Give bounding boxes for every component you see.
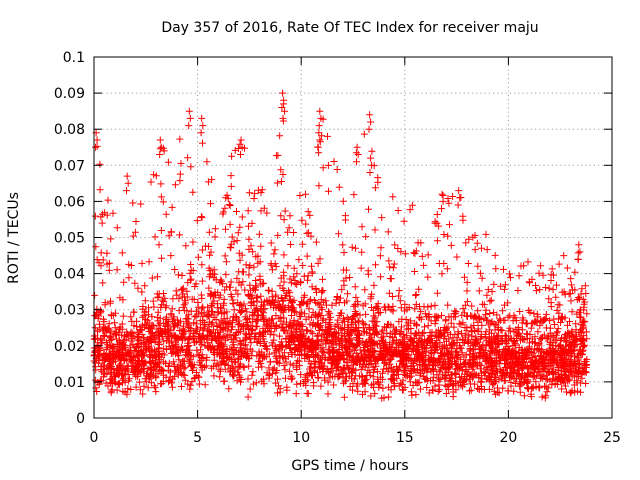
y-tick-label: 0.05 [54,231,85,247]
data-point-group [92,89,584,263]
y-tick-label: 0.1 [63,50,85,66]
y-tick-label: 0 [76,411,85,427]
data-point-group [90,147,590,402]
x-tick-label: 20 [499,430,517,446]
y-tick-label: 0.09 [54,86,85,102]
tick-labels: 0 0.01 0.02 0.03 0.04 0.05 0.06 0.07 0.08 0.09 0.1… [54,50,621,446]
y-tick-label: 0.03 [54,303,85,319]
x-tick-label: 10 [292,430,310,446]
axes-frame [93,56,613,419]
x-axis-label: GPS time / hours [291,458,408,474]
y-tick-label: 0.07 [54,158,85,174]
chart-title: Day 357 of 2016, Rate Of TEC Index for r… [161,20,538,36]
y-tick-label: 0.08 [54,122,85,138]
data-points [90,89,591,402]
y-tick-label: 0.01 [54,375,85,391]
x-tick-label: 0 [90,430,99,446]
y-tick-label: 0.02 [54,339,85,355]
x-tick-label: 25 [603,430,621,446]
y-tick-label: 0.06 [54,194,85,210]
y-axis-label: ROTI / TECUs [6,192,22,284]
x-tick-label: 15 [396,430,414,446]
y-tick-label: 0.04 [54,267,85,283]
x-tick-label: 5 [193,430,202,446]
